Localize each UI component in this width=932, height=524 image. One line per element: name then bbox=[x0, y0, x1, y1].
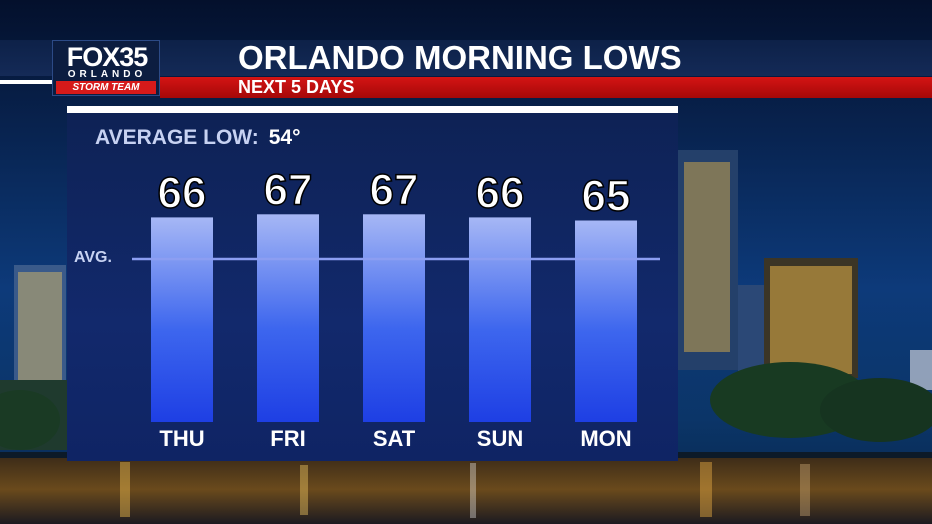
category-label-sat: SAT bbox=[373, 426, 416, 451]
average-low-label: AVERAGE LOW: bbox=[95, 126, 259, 149]
bar-thu bbox=[151, 217, 213, 422]
value-label-mon: 65 bbox=[582, 172, 631, 221]
average-low-value: 54° bbox=[268, 126, 301, 149]
bar-fri bbox=[257, 214, 319, 422]
page-title: ORLANDO MORNING LOWS bbox=[238, 39, 682, 76]
value-label-fri: 67 bbox=[264, 165, 313, 214]
subtitle-band bbox=[160, 77, 932, 98]
avg-line-label: AVG. bbox=[74, 249, 112, 266]
logo-city: ORLANDO bbox=[67, 69, 147, 80]
station-logo: FOX35 ORLANDO STORM TEAM bbox=[52, 40, 160, 96]
category-label-sun: SUN bbox=[477, 426, 523, 451]
value-label-sun: 66 bbox=[476, 168, 525, 217]
value-label-thu: 66 bbox=[158, 168, 207, 217]
category-label-fri: FRI bbox=[270, 426, 305, 451]
bar-mon bbox=[575, 220, 637, 422]
average-low-row: AVERAGE LOW: 54° bbox=[95, 124, 301, 152]
logo-brand: FOX35 bbox=[66, 42, 149, 72]
header-accent-line bbox=[0, 80, 54, 84]
page-subtitle: NEXT 5 DAYS bbox=[238, 77, 355, 97]
bar-chart: 66 THU 67 FRI 67 SAT 66 SUN 65 MON bbox=[132, 165, 660, 451]
logo-team: STORM TEAM bbox=[56, 81, 156, 94]
value-label-sat: 67 bbox=[370, 165, 419, 214]
bar-sat bbox=[363, 214, 425, 422]
bar-sun bbox=[469, 217, 531, 422]
category-label-thu: THU bbox=[159, 426, 204, 451]
category-label-mon: MON bbox=[580, 426, 631, 451]
